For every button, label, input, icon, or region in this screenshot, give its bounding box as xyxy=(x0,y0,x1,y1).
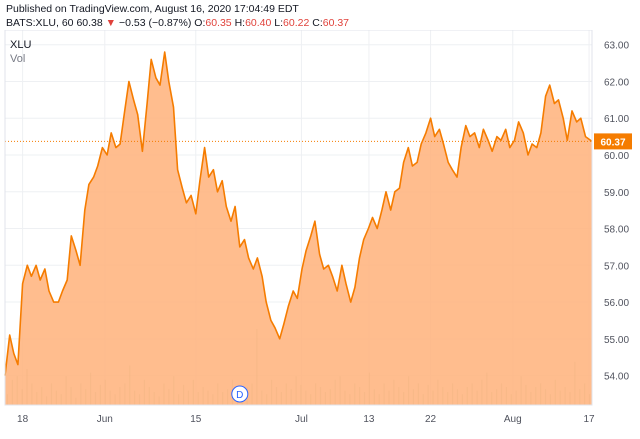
x-tick-label: 13 xyxy=(363,414,375,425)
y-tick-label: 62.00 xyxy=(604,77,629,88)
last-price-label: 60.37 xyxy=(594,133,632,150)
close-label: C: xyxy=(312,17,323,29)
last-price-badge xyxy=(594,133,632,150)
x-tick-label: Jun xyxy=(97,414,113,425)
quote-line: BATS:XLU, 60 60.38 ▼ −0.53 (−0.87%) O:60… xyxy=(6,17,349,29)
low-label: L: xyxy=(274,17,284,29)
x-tick-label: 15 xyxy=(190,414,202,425)
change-value: −0.53 (−0.87%) xyxy=(118,17,192,29)
symbol-legend: XLU xyxy=(10,39,31,51)
high-value: 60.40 xyxy=(245,17,272,29)
symbol-label: BATS:XLU, 60 xyxy=(6,17,74,29)
price-chart[interactable]: 54.00 55.00 56.00 57.00 58.00 59.00 60.00 61.00… xyxy=(0,29,640,434)
x-tick-label: Aug xyxy=(504,414,522,425)
dividend-marker[interactable]: D xyxy=(231,385,249,403)
header: Published on TradingView.com, August 16,… xyxy=(0,0,640,30)
y-tick-label: 61.00 xyxy=(604,114,629,125)
change-down-icon: ▼ xyxy=(105,17,117,29)
published-caption: Published on TradingView.com, August 16,… xyxy=(6,3,299,15)
time-axis[interactable]: 18 Jun 15 Jul 13 22 Aug 17 xyxy=(17,414,595,425)
price-area-fill xyxy=(5,52,592,405)
low-value: 60.22 xyxy=(283,17,310,29)
y-tick-label: 54.00 xyxy=(604,372,629,383)
x-tick-label: 22 xyxy=(425,414,437,425)
y-tick-label: 58.00 xyxy=(604,225,629,236)
price-axis[interactable]: 54.00 55.00 56.00 57.00 58.00 59.00 60.00 61.00… xyxy=(604,41,629,383)
x-tick-label: Jul xyxy=(295,414,308,425)
high-label: H: xyxy=(234,17,246,29)
y-tick-label: 57.00 xyxy=(604,261,629,272)
open-label: O: xyxy=(194,17,206,29)
y-tick-label: 55.00 xyxy=(604,335,629,346)
y-tick-label: 56.00 xyxy=(604,298,629,309)
dividend-marker-circle[interactable] xyxy=(231,385,249,403)
last-price-text: 60.37 xyxy=(600,137,625,148)
price-line xyxy=(4,51,593,376)
y-tick-label: 63.00 xyxy=(604,41,629,52)
open-value: 60.35 xyxy=(205,17,232,29)
y-tick-label: 60.00 xyxy=(604,151,629,162)
plot-border xyxy=(4,29,593,406)
volume-legend: Vol xyxy=(10,53,25,65)
chart-area[interactable]: 54.00 55.00 56.00 57.00 58.00 59.00 60.00 61.00… xyxy=(0,29,640,434)
dividend-marker-label: D xyxy=(236,390,243,401)
y-tick-label: 59.00 xyxy=(604,188,629,199)
close-value: 60.37 xyxy=(322,17,350,29)
x-tick-label: 18 xyxy=(17,414,29,425)
x-tick-label: 17 xyxy=(584,414,596,425)
last-price: 60.38 xyxy=(76,17,103,29)
